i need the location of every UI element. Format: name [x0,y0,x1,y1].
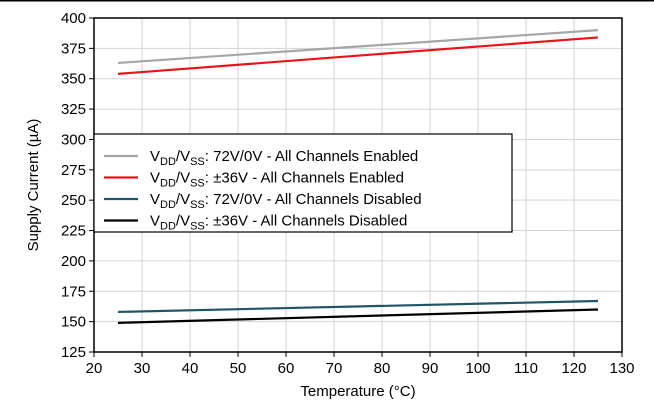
x-tick-label: 20 [86,360,103,377]
x-tick-label: 80 [374,360,391,377]
x-axis-label: Temperature (°C) [300,383,415,400]
legend-box [93,133,513,233]
x-tick-label: 130 [609,360,634,377]
y-tick-labels: 125 150 175 200 225 250 275 300 325 350 375 400 [61,10,86,361]
y-axis-label: Supply Current (µA) [25,119,42,252]
y-tick-label: 325 [61,101,86,118]
legend-entry: VDD/VSS: ±36V - All Channels Enabled [150,170,404,190]
y-tick-label: 150 [61,314,86,331]
x-tick-label: 70 [326,360,343,377]
y-tick-label: 125 [61,344,86,361]
y-tick-label: 200 [61,253,86,270]
top-rule [0,0,654,2]
series-line-2 [117,36,599,75]
y-tick-label: 350 [61,71,86,88]
x-tick-label: 50 [230,360,247,377]
series-line-1 [117,29,599,65]
x-tick-label: 40 [182,360,199,377]
x-tick-label: 110 [514,360,538,377]
x-tick-label: 60 [278,360,295,377]
y-tick-label: 275 [61,162,86,179]
y-tick-label: 300 [61,131,86,148]
x-tick-label: 100 [465,360,490,377]
y-tick-label: 175 [61,283,86,300]
y-tick-label: 400 [61,10,86,27]
legend-entry: VDD/VSS: 72V/0V - All Channels Enabled [150,148,418,168]
series-lines [117,29,599,324]
legend-entry: VDD/VSS: ±36V - All Channels Disabled [150,213,407,233]
x-tick-labels: 20 30 40 50 60 70 80 90 100 110 120 130 [86,360,635,377]
x-tick-label: 120 [561,360,586,377]
y-tick-label: 225 [61,223,86,240]
y-tick-label: 375 [61,40,86,57]
legend: VDD/VSS: 72V/0V - All Channels EnabledVD… [93,133,513,233]
x-tick-label: 90 [422,360,439,377]
series-line-3 [117,299,599,314]
x-tick-label: 30 [134,360,151,377]
y-tick-label: 250 [61,192,86,209]
series-line-4 [117,308,599,324]
legend-entry: VDD/VSS: 72V/0V - All Channels Disabled [150,191,422,211]
